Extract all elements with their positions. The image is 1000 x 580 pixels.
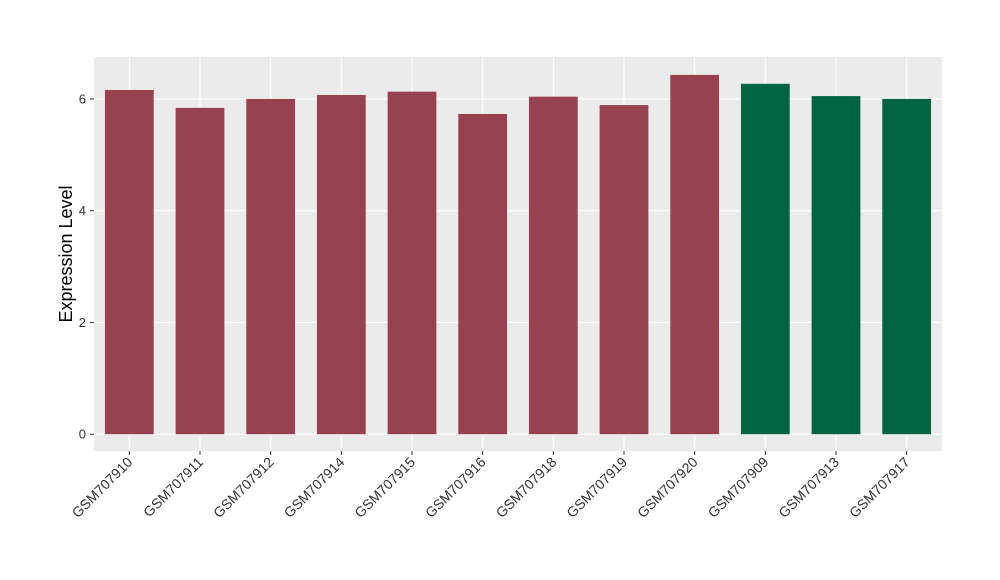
x-tick-label: GSM707919	[563, 454, 630, 521]
y-tick-label: 4	[79, 203, 86, 218]
bar	[882, 98, 932, 435]
x-tick-label: GSM707913	[775, 454, 842, 521]
bar	[599, 105, 649, 435]
x-tick-label: GSM707917	[846, 454, 913, 521]
bar	[316, 95, 366, 435]
bar	[246, 98, 296, 435]
bar	[175, 107, 225, 435]
bar	[387, 91, 437, 435]
x-tick-label: GSM707910	[69, 454, 136, 521]
bar	[811, 96, 861, 435]
x-tick-label: GSM707915	[351, 454, 418, 521]
y-axis-title: Expression Level	[56, 185, 76, 322]
x-tick-label: GSM707912	[210, 454, 277, 521]
x-tick-label: GSM707920	[634, 454, 701, 521]
y-tick-label: 2	[79, 315, 86, 330]
bar	[670, 74, 720, 435]
bar	[740, 83, 790, 435]
y-tick-label: 0	[79, 427, 86, 442]
bar	[528, 96, 578, 435]
x-tick-label: GSM707918	[493, 454, 560, 521]
x-tick-label: GSM707909	[705, 454, 772, 521]
x-tick-label: GSM707916	[422, 454, 489, 521]
x-tick-label: GSM707914	[281, 454, 348, 521]
bar	[104, 89, 154, 435]
y-tick-label: 6	[79, 91, 86, 106]
panel	[94, 57, 942, 451]
x-tick-label: GSM707911	[140, 454, 206, 520]
bar	[458, 114, 508, 435]
